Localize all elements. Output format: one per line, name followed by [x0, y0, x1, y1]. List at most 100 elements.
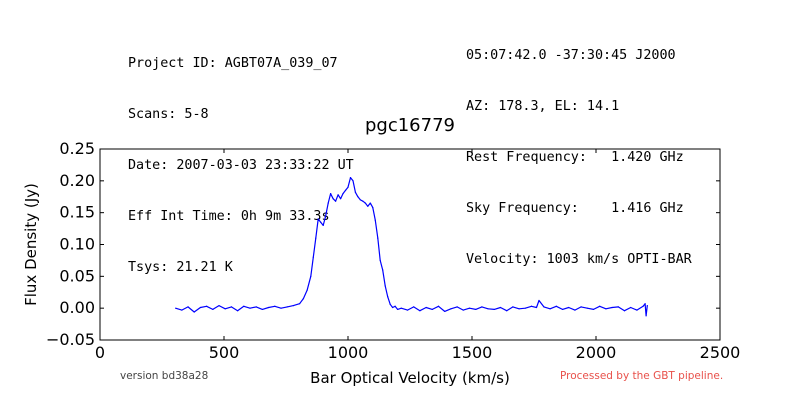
spectrum-point — [320, 221, 322, 223]
spectrum-point — [444, 310, 446, 312]
chart-title: pgc16779 — [364, 115, 455, 136]
spectrum-point — [175, 307, 177, 309]
spectrum-point — [431, 308, 433, 311]
spectrum-point — [352, 180, 354, 182]
spectrum-point — [335, 200, 337, 202]
spectrum-point — [487, 308, 489, 310]
spectrum-point — [644, 303, 646, 305]
spectrum-point — [230, 306, 233, 308]
spectrum-point — [181, 309, 183, 311]
spectrum-point — [592, 308, 595, 311]
spectrum-point — [586, 307, 588, 309]
spectrum-point — [212, 308, 214, 311]
spectrum-point — [347, 186, 349, 188]
spectrum-point — [397, 308, 399, 311]
spectrum-point — [268, 306, 270, 309]
x-axis-label: Bar Optical Velocity (km/s) — [310, 369, 510, 387]
scans-line: Scans: 5-8 — [128, 107, 209, 122]
spectrum-point — [317, 218, 319, 220]
spectrum-point — [367, 205, 369, 207]
spectrum-point — [481, 306, 483, 308]
spectrum-point — [327, 202, 329, 204]
y-tick-label: 0.00 — [59, 298, 95, 317]
spectrum-point — [530, 305, 533, 307]
pipeline-note: Processed by the GBT pipeline. — [560, 370, 724, 382]
tick-layer: 0 500 1000 1500 2000 2500 −0.05 0.00 0.05 0.10 0.1… — [46, 139, 740, 362]
spectrum-point — [419, 310, 421, 312]
spectrum-point — [362, 200, 364, 202]
spectrum-point — [339, 198, 342, 200]
spectrum-point — [377, 237, 379, 239]
spectrum-point — [611, 306, 613, 309]
spectrum-point — [456, 306, 458, 308]
spectrum-point — [354, 191, 357, 193]
spectrum-point — [538, 299, 540, 302]
spectrum-point — [384, 285, 386, 287]
y-tick-label: 0.25 — [59, 139, 95, 158]
spectrum-point — [332, 198, 334, 200]
spectrum-point — [286, 306, 288, 308]
spectrum-point — [344, 189, 347, 191]
spectrum-point — [193, 311, 195, 313]
spectrum-point — [274, 305, 276, 307]
spectrum-point — [506, 310, 508, 312]
spectrum-point — [623, 310, 626, 312]
spectrum-point — [630, 306, 632, 309]
spectrum-point — [369, 202, 371, 204]
tsys-line: Tsys: 21.21 K — [128, 260, 233, 275]
spectrum-point — [312, 256, 314, 258]
spectrum-point — [357, 196, 359, 198]
spectrum-point — [382, 269, 384, 271]
spectrum-point — [306, 289, 308, 291]
spectrum-point — [394, 305, 396, 307]
spectrum-point — [243, 305, 245, 307]
spectrum-point — [493, 308, 495, 311]
spectrum-point — [299, 303, 301, 305]
spectrum-point — [280, 307, 282, 309]
az-el-line: AZ: 178.3, EL: 14.1 — [466, 99, 620, 114]
spectrum-point — [518, 308, 520, 310]
spectrum-point — [261, 308, 264, 311]
spectrum-point — [642, 305, 644, 307]
spectrum-point — [574, 309, 576, 311]
spectrum-point — [568, 306, 570, 309]
spectrum-point — [187, 306, 189, 308]
spectrum-point — [636, 309, 638, 311]
x-tick-label: 2000 — [576, 343, 617, 362]
spectrum-point — [462, 309, 464, 311]
x-tick-label: 0 — [95, 343, 105, 362]
rest-frequency-line: Rest Frequency: 1.420 GHz — [466, 150, 684, 165]
spectrum-point — [524, 307, 526, 309]
spectrum-point — [387, 296, 389, 298]
observation-info: Project ID: AGBT07A_039_07 Scans: 5-8 Da… — [128, 21, 354, 293]
spectrum-point — [549, 308, 551, 310]
spectrum-point — [379, 259, 381, 262]
spectrum-point — [374, 219, 376, 221]
spectrum-point — [392, 306, 394, 309]
y-axis-label: Flux Density (Jy) — [22, 183, 40, 306]
spectrum-point — [359, 199, 361, 201]
spectrum-point — [322, 224, 324, 226]
spectrum-point — [599, 305, 601, 307]
spectrum-point — [400, 307, 402, 309]
spectrum-point — [237, 310, 239, 312]
spectrum-point — [372, 206, 374, 209]
project-id-line: Project ID: AGBT07A_039_07 — [128, 56, 338, 71]
spectrum-point — [389, 303, 391, 305]
y-tick-label: 0.15 — [59, 203, 95, 222]
spectrum-point — [413, 306, 415, 308]
spectrum-point — [199, 306, 202, 309]
date-line: Date: 2007-03-03 23:33:22 UT — [128, 158, 354, 173]
y-tick-label: 0.10 — [59, 235, 95, 254]
spectrum-point — [364, 202, 366, 204]
spectrum-point — [499, 306, 502, 309]
y-tick-label: 0.05 — [59, 266, 95, 285]
spectrum-point — [605, 308, 607, 310]
spectrum-point — [218, 305, 220, 307]
spectrum-point — [645, 315, 647, 317]
spectrum-point — [617, 306, 619, 308]
spectrum-point — [543, 306, 545, 308]
spectrum-point — [315, 237, 317, 239]
spectrum-line — [175, 177, 648, 317]
